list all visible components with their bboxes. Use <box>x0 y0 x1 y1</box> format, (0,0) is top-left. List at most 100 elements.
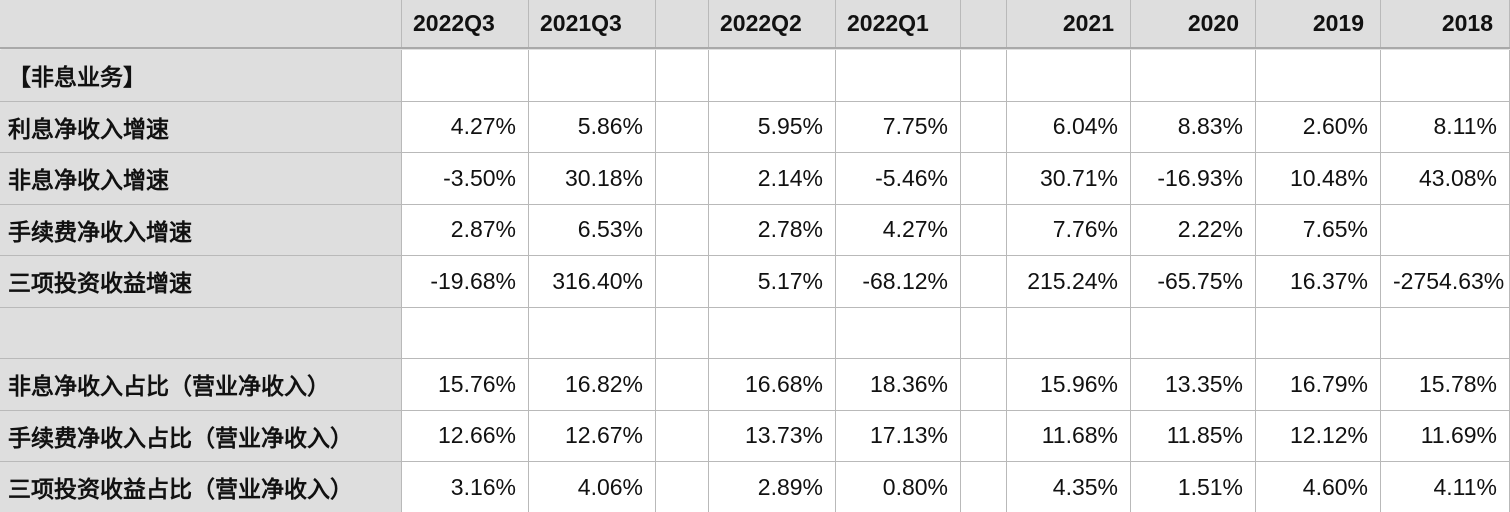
data-cell[interactable]: 4.11% <box>1381 462 1510 512</box>
data-cell[interactable] <box>656 307 709 359</box>
data-cell[interactable]: -16.93% <box>1131 153 1256 205</box>
data-cell[interactable]: 2.14% <box>709 153 836 205</box>
data-cell[interactable]: 16.82% <box>529 359 656 411</box>
data-cell[interactable]: 4.06% <box>529 462 656 512</box>
data-cell[interactable]: 16.37% <box>1256 256 1381 308</box>
data-cell[interactable]: 12.12% <box>1256 410 1381 462</box>
data-cell[interactable] <box>656 101 709 153</box>
header-2022q3[interactable]: 2022Q3 <box>402 0 529 47</box>
data-cell[interactable]: 2.60% <box>1256 101 1381 153</box>
data-cell[interactable]: 4.60% <box>1256 462 1381 512</box>
data-cell[interactable]: 2.87% <box>402 204 529 256</box>
data-cell[interactable] <box>529 307 656 359</box>
data-cell[interactable] <box>656 256 709 308</box>
data-cell[interactable]: 11.68% <box>1007 410 1131 462</box>
data-cell[interactable]: 10.48% <box>1256 153 1381 205</box>
data-cell[interactable] <box>1381 50 1510 102</box>
data-cell[interactable]: 3.16% <box>402 462 529 512</box>
data-cell[interactable] <box>656 410 709 462</box>
data-cell[interactable] <box>656 359 709 411</box>
header-2018[interactable]: 2018 <box>1381 0 1510 47</box>
data-cell[interactable]: 15.76% <box>402 359 529 411</box>
data-cell[interactable]: 8.11% <box>1381 101 1510 153</box>
data-cell[interactable] <box>709 50 836 102</box>
data-cell[interactable]: -2754.63% <box>1381 256 1510 308</box>
data-cell[interactable] <box>836 50 961 102</box>
data-cell[interactable] <box>709 307 836 359</box>
data-cell[interactable]: 2.89% <box>709 462 836 512</box>
data-cell[interactable]: 4.27% <box>402 101 529 153</box>
data-cell[interactable] <box>961 359 1007 411</box>
data-cell[interactable] <box>402 307 529 359</box>
row-label-cell[interactable] <box>0 307 402 359</box>
data-cell[interactable]: 6.04% <box>1007 101 1131 153</box>
header-2019[interactable]: 2019 <box>1256 0 1381 47</box>
data-cell[interactable]: 13.73% <box>709 410 836 462</box>
data-cell[interactable]: 5.17% <box>709 256 836 308</box>
data-cell[interactable]: -5.46% <box>836 153 961 205</box>
data-cell[interactable]: 13.35% <box>1131 359 1256 411</box>
data-cell[interactable]: -19.68% <box>402 256 529 308</box>
data-cell[interactable]: -3.50% <box>402 153 529 205</box>
header-spacer-1[interactable] <box>656 0 709 47</box>
header-2021[interactable]: 2021 <box>1007 0 1131 47</box>
row-label-cell[interactable]: 非息净收入占比（营业净收入） <box>0 359 402 411</box>
data-cell[interactable] <box>656 462 709 512</box>
data-cell[interactable]: 4.27% <box>836 204 961 256</box>
data-cell[interactable]: 6.53% <box>529 204 656 256</box>
header-2020[interactable]: 2020 <box>1131 0 1256 47</box>
data-cell[interactable] <box>1007 50 1131 102</box>
data-cell[interactable]: 316.40% <box>529 256 656 308</box>
data-cell[interactable] <box>961 462 1007 512</box>
header-2022q1[interactable]: 2022Q1 <box>836 0 961 47</box>
data-cell[interactable]: 1.51% <box>1131 462 1256 512</box>
data-cell[interactable]: 4.35% <box>1007 462 1131 512</box>
data-cell[interactable] <box>961 410 1007 462</box>
data-cell[interactable]: 17.13% <box>836 410 961 462</box>
data-cell[interactable]: 2.22% <box>1131 204 1256 256</box>
data-cell[interactable] <box>961 101 1007 153</box>
data-cell[interactable]: 12.66% <box>402 410 529 462</box>
row-label-cell[interactable]: 手续费净收入增速 <box>0 204 402 256</box>
data-cell[interactable]: 2.78% <box>709 204 836 256</box>
data-cell[interactable]: 11.85% <box>1131 410 1256 462</box>
data-cell[interactable] <box>961 204 1007 256</box>
data-cell[interactable]: 7.75% <box>836 101 961 153</box>
data-cell[interactable] <box>656 50 709 102</box>
data-cell[interactable] <box>529 50 656 102</box>
data-cell[interactable]: 30.71% <box>1007 153 1131 205</box>
data-cell[interactable]: 12.67% <box>529 410 656 462</box>
row-label-cell[interactable]: 三项投资收益占比（营业净收入） <box>0 462 402 512</box>
data-cell[interactable] <box>1131 50 1256 102</box>
data-cell[interactable] <box>1381 204 1510 256</box>
data-cell[interactable]: 43.08% <box>1381 153 1510 205</box>
row-label-cell[interactable]: 【非息业务】 <box>0 50 402 102</box>
data-cell[interactable]: 0.80% <box>836 462 961 512</box>
data-cell[interactable]: 7.65% <box>1256 204 1381 256</box>
data-cell[interactable] <box>961 307 1007 359</box>
data-cell[interactable] <box>961 50 1007 102</box>
row-label-cell[interactable]: 非息净收入增速 <box>0 153 402 205</box>
data-cell[interactable]: -65.75% <box>1131 256 1256 308</box>
data-cell[interactable]: 16.68% <box>709 359 836 411</box>
data-cell[interactable] <box>836 307 961 359</box>
data-cell[interactable] <box>1381 307 1510 359</box>
data-cell[interactable]: 7.76% <box>1007 204 1131 256</box>
data-cell[interactable]: -68.12% <box>836 256 961 308</box>
row-label-cell[interactable]: 三项投资收益增速 <box>0 256 402 308</box>
data-cell[interactable]: 5.95% <box>709 101 836 153</box>
header-2021q3[interactable]: 2021Q3 <box>529 0 656 47</box>
data-cell[interactable]: 215.24% <box>1007 256 1131 308</box>
data-cell[interactable] <box>1256 307 1381 359</box>
data-cell[interactable]: 16.79% <box>1256 359 1381 411</box>
data-cell[interactable] <box>961 153 1007 205</box>
data-cell[interactable] <box>961 256 1007 308</box>
data-cell[interactable]: 8.83% <box>1131 101 1256 153</box>
data-cell[interactable]: 15.96% <box>1007 359 1131 411</box>
data-cell[interactable]: 11.69% <box>1381 410 1510 462</box>
data-cell[interactable] <box>402 50 529 102</box>
data-cell[interactable] <box>656 153 709 205</box>
row-label-cell[interactable]: 手续费净收入占比（营业净收入） <box>0 410 402 462</box>
data-cell[interactable]: 30.18% <box>529 153 656 205</box>
data-cell[interactable] <box>1256 50 1381 102</box>
